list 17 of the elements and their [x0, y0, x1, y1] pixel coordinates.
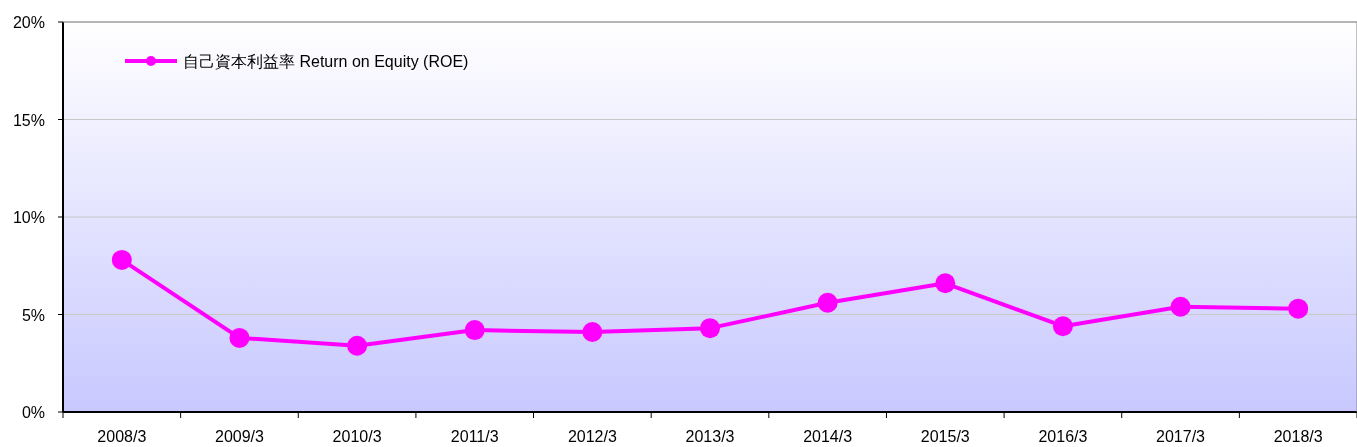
ytick-label: 15%: [12, 111, 45, 129]
xtick-label: 2008/3: [97, 428, 147, 445]
xtick-label: 2016/3: [1038, 428, 1088, 445]
ytick-label: 0%: [21, 404, 45, 421]
xtick-label: 2018/3: [1273, 428, 1323, 445]
xtick-label: 2014/3: [803, 428, 853, 445]
xtick-label: 2017/3: [1156, 428, 1205, 445]
ytick-label: 5%: [21, 306, 45, 324]
xtick-label: 2011/3: [450, 428, 499, 445]
ytick-label: 10%: [12, 209, 45, 226]
xtick-label: 2015/3: [920, 428, 970, 445]
xtick-label: 2009/3: [215, 428, 264, 445]
legend-label: 自己資本利益率 Return on Equity (ROE): [183, 53, 469, 70]
ytick-label: 20%: [12, 14, 45, 31]
xtick-label: 2012/3: [567, 428, 617, 445]
xtick-label: 2010/3: [332, 428, 382, 445]
xtick-label: 2013/3: [685, 428, 735, 445]
